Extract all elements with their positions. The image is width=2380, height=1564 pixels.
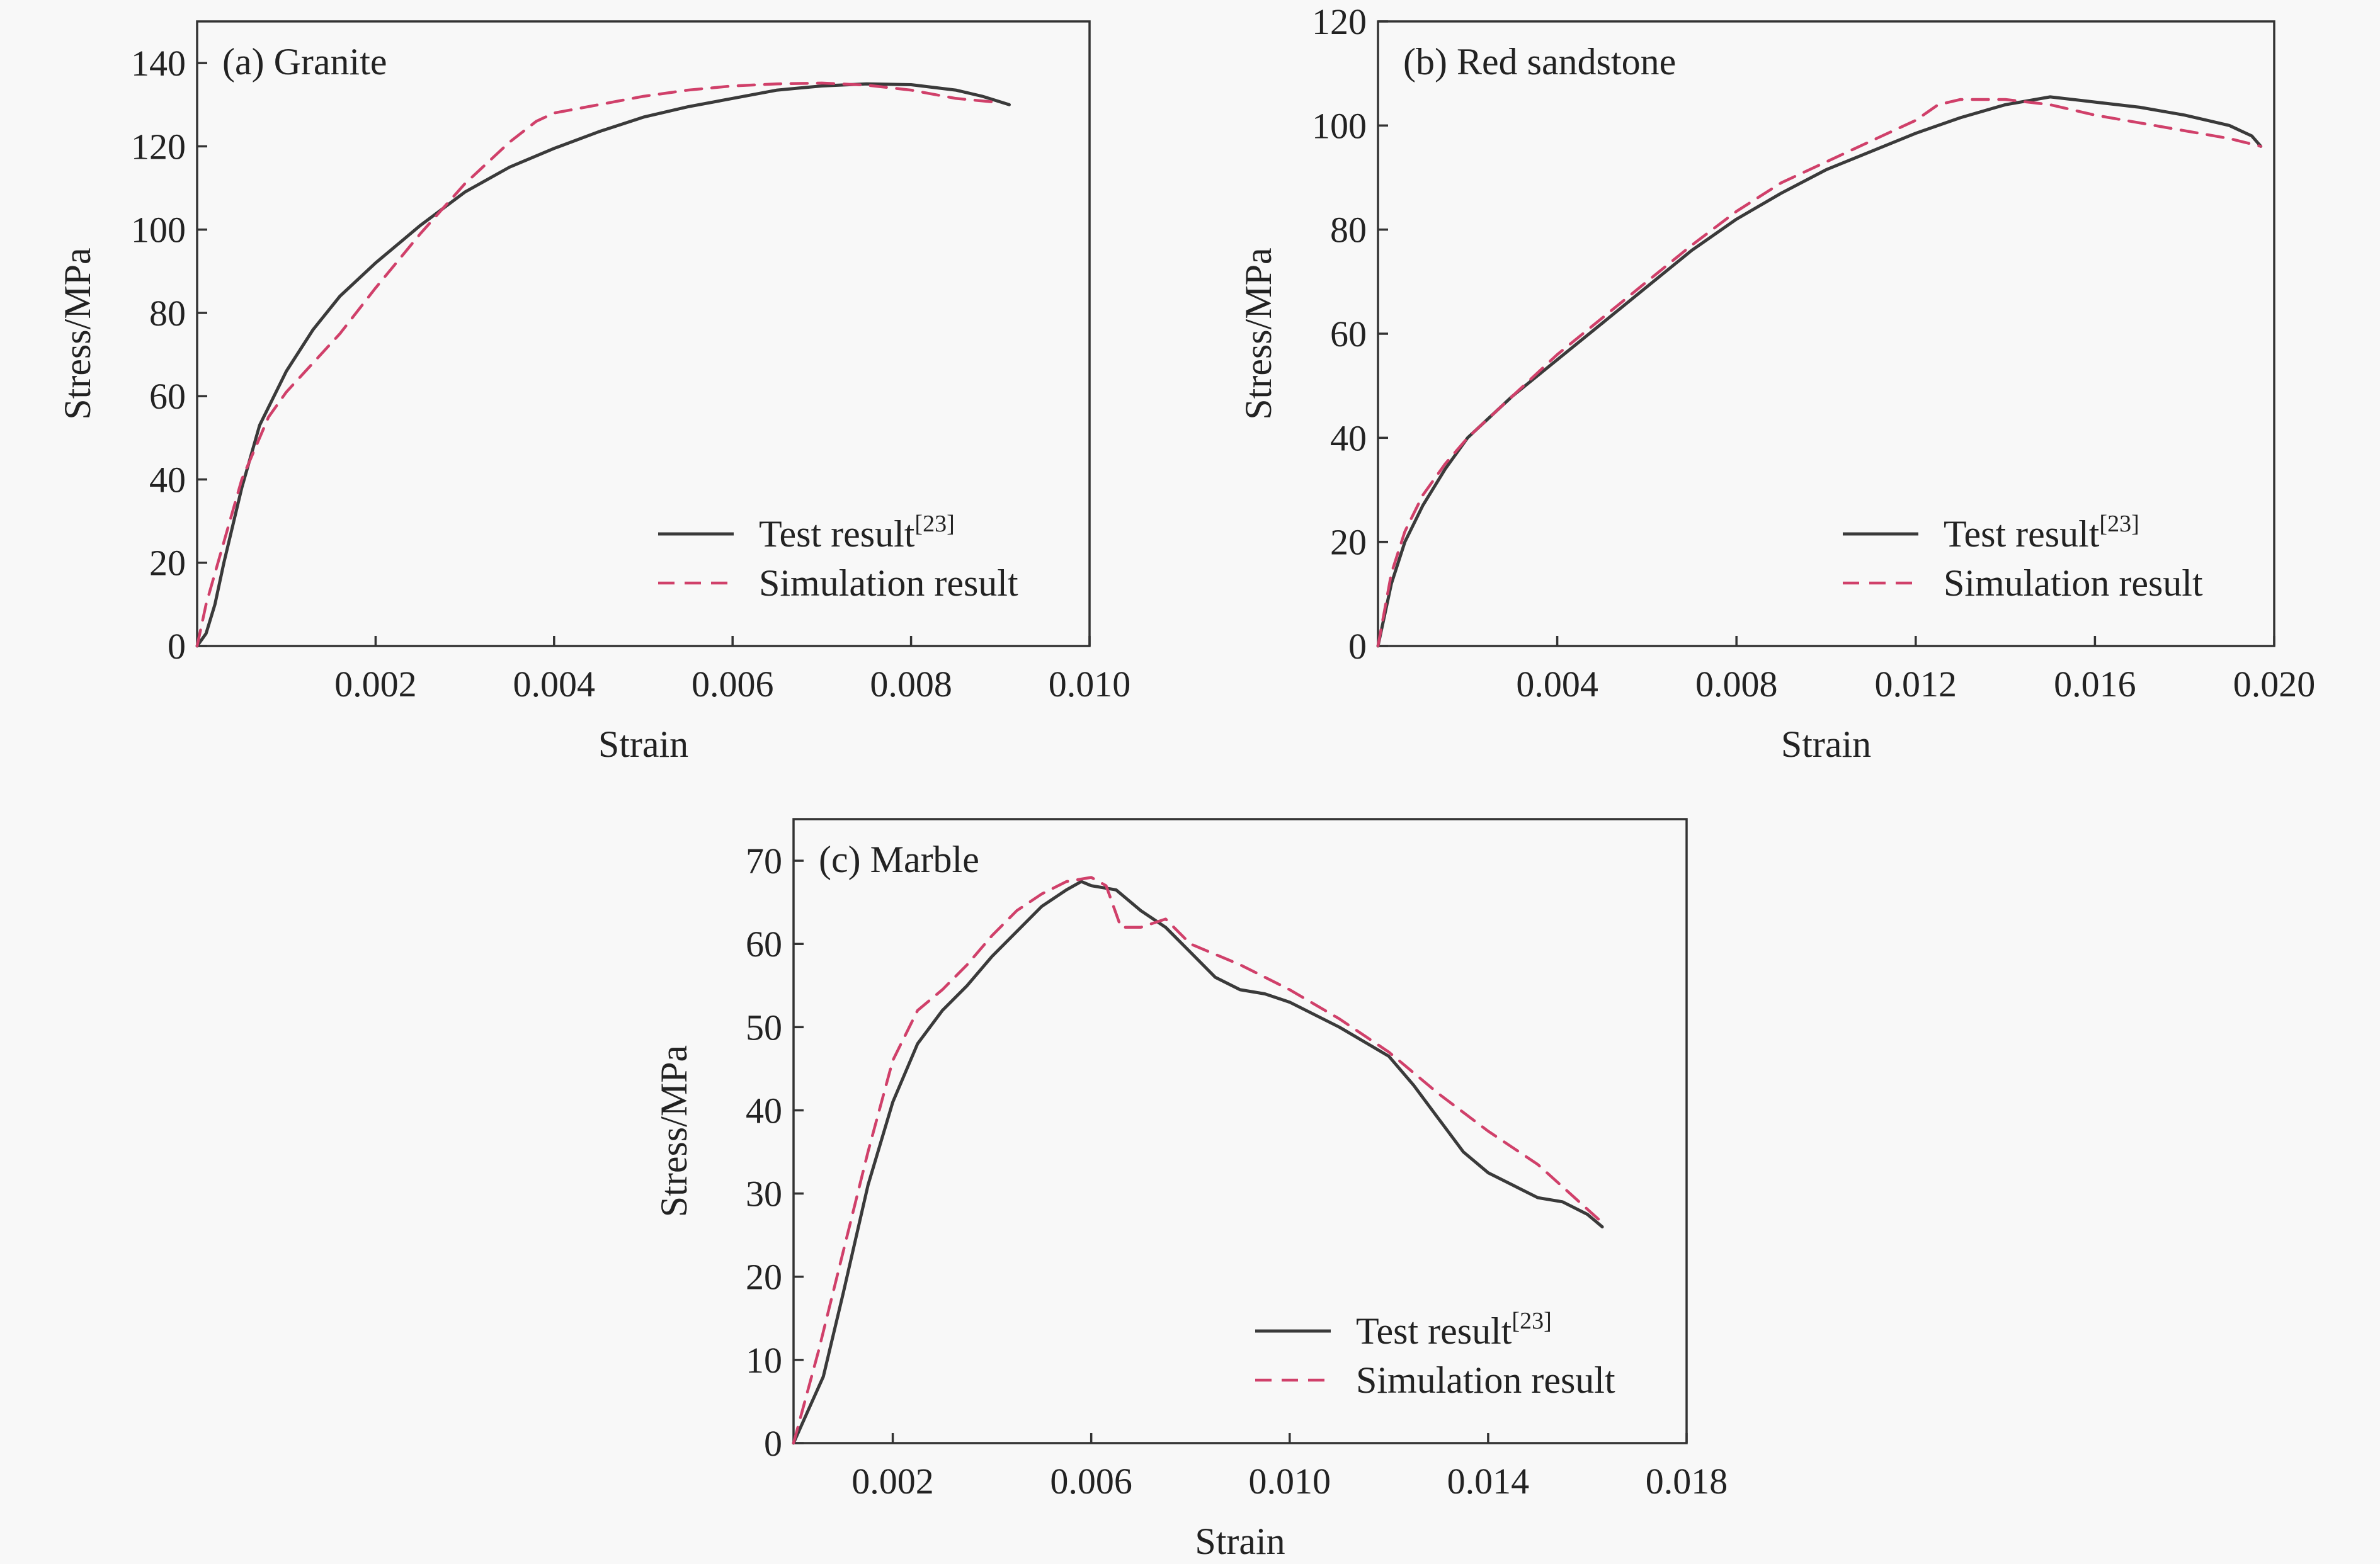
chart-1-test-result-line	[1376, 95, 2263, 648]
chart-0-panel-title: (a) Granite	[222, 41, 387, 82]
chart-0-x-tick-label: 0.006	[692, 664, 774, 705]
chart-0-y-tick-label: 20	[149, 543, 186, 584]
chart-1-x-axis-label: Strain	[1781, 723, 1871, 765]
chart-2-y-tick-label: 20	[746, 1257, 782, 1298]
chart-2-y-tick-label: 40	[746, 1090, 782, 1131]
chart-1-panel-title: (b) Red sandstone	[1403, 41, 1676, 82]
chart-1-legend-simulation-label: Simulation result	[1944, 562, 2203, 604]
chart-2-legend-test-superscript: [23]	[1512, 1308, 1551, 1334]
chart-2-x-axis-label: Strain	[1195, 1521, 1285, 1562]
chart-0-x-axis-label: Strain	[598, 723, 688, 765]
panel-granite: 0 20 40 60 80 100 120 140 0.002 0.004 0.006 0.008 0.…	[57, 20, 1131, 765]
chart-1-y-tick-label: 0	[1348, 626, 1367, 667]
chart-2-x-tick-label: 0.010	[1249, 1461, 1331, 1502]
chart-1-y-tick-label: 20	[1330, 522, 1367, 563]
chart-1-y-tick-label: 100	[1312, 105, 1367, 146]
chart-0-plot-frame	[196, 20, 1091, 647]
chart-0-y-tick-label: 120	[131, 126, 186, 167]
chart-1-x-tick-label: 0.012	[1875, 664, 1957, 705]
chart-0-x-tick-label: 0.008	[870, 664, 952, 705]
chart-1-x-tick-label: 0.020	[2233, 664, 2316, 705]
chart-1-y-tick-label: 40	[1330, 417, 1367, 458]
chart-1-x-tick-label: 0.016	[2054, 664, 2136, 705]
chart-2-x-tick-label: 0.006	[1050, 1461, 1132, 1502]
chart-1-simulation-result-line	[1376, 98, 2262, 648]
chart-0-y-axis-label: Stress/MPa	[57, 247, 98, 419]
chart-1-x-tick-label: 0.004	[1516, 664, 1598, 705]
chart-0-x-tick-label: 0.004	[513, 664, 596, 705]
chart-0-legend-test-label: Test result[23]	[759, 511, 955, 555]
chart-0-y-tick-label: 60	[149, 376, 186, 417]
chart-1-legend-test-label: Test result[23]	[1944, 511, 2139, 555]
chart-1-y-axis-label: Stress/MPa	[1238, 247, 1279, 419]
chart-2-x-tick-label: 0.018	[1646, 1461, 1728, 1502]
chart-0-simulation-result-line	[195, 81, 1002, 648]
chart-2-y-tick-label: 30	[746, 1174, 782, 1215]
chart-2-y-axis-label: Stress/MPa	[653, 1045, 695, 1217]
chart-2-y-tick-label: 0	[764, 1423, 782, 1464]
chart-2-test-result-line	[792, 880, 1604, 1445]
chart-0-legend-simulation-label: Simulation result	[759, 562, 1018, 604]
chart-2-y-tick-label: 10	[746, 1340, 782, 1381]
chart-0-test-result-line	[195, 82, 1011, 648]
panel-red-sandstone: 0 20 40 60 80 100 120 0.004 0.008 0.012 0.016 0.020…	[1238, 1, 2315, 765]
chart-1-legend-test-superscript: [23]	[2099, 511, 2139, 537]
chart-2-y-tick-label: 50	[746, 1007, 782, 1048]
chart-0-x-tick-label: 0.010	[1049, 664, 1131, 705]
chart-2-legend-simulation-label: Simulation result	[1356, 1359, 1615, 1401]
chart-2-y-tick-label: 70	[746, 841, 782, 881]
chart-1-plot-frame	[1377, 20, 2275, 647]
chart-2-simulation-result-line	[792, 876, 1604, 1445]
chart-2-y-tick-label: 60	[746, 924, 782, 965]
chart-0-y-tick-label: 140	[131, 43, 186, 84]
panel-marble: 0 10 20 30 40 50 60 70 0.002 0.006 0.010 0.014 0.018…	[653, 818, 1728, 1562]
chart-1-y-tick-label: 120	[1312, 1, 1367, 42]
chart-0-x-tick-label: 0.002	[334, 664, 417, 705]
chart-2-panel-title: (c) Marble	[819, 839, 979, 880]
chart-2-legend-test-label: Test result[23]	[1356, 1308, 1552, 1352]
chart-0-y-tick-label: 100	[131, 210, 186, 251]
chart-2-x-tick-label: 0.014	[1447, 1461, 1530, 1502]
chart-0-y-tick-label: 0	[168, 626, 186, 667]
chart-0-y-tick-label: 40	[149, 459, 186, 500]
chart-0-legend-test-superscript: [23]	[914, 511, 954, 537]
chart-1-y-tick-label: 60	[1330, 314, 1367, 354]
chart-1-y-tick-label: 80	[1330, 210, 1367, 251]
chart-2-x-tick-label: 0.002	[851, 1461, 934, 1502]
chart-2-plot-frame	[792, 818, 1688, 1444]
chart-0-y-tick-label: 80	[149, 293, 186, 334]
chart-1-x-tick-label: 0.008	[1695, 664, 1778, 705]
